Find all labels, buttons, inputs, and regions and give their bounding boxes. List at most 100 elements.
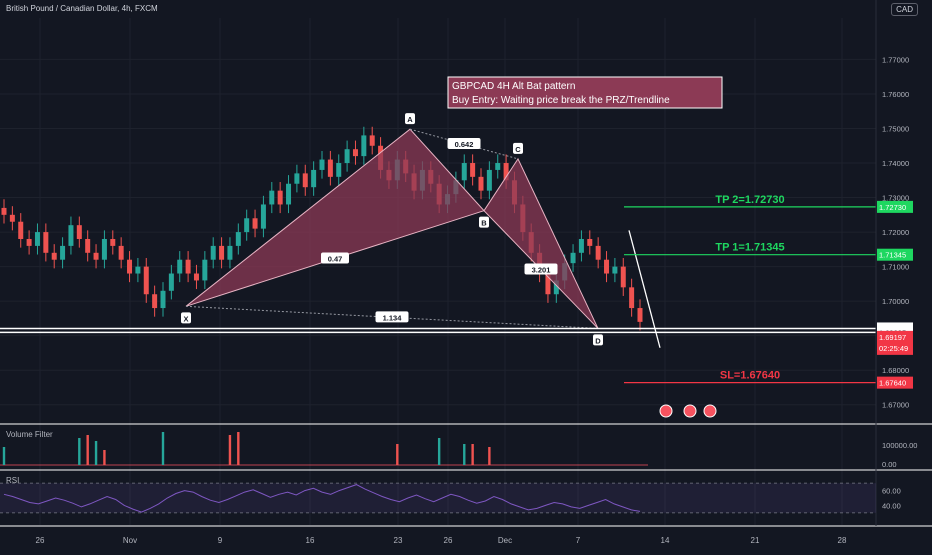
candle xyxy=(152,285,158,317)
candle xyxy=(244,209,250,241)
candle xyxy=(595,237,601,269)
ratio-label-box xyxy=(447,138,481,150)
y-tick-label: 1.74000 xyxy=(882,159,909,168)
candle-body xyxy=(604,259,610,274)
level-label: TP 1=1.71345 xyxy=(715,242,784,254)
candle xyxy=(143,257,149,303)
x-tick-label: Nov xyxy=(123,536,137,545)
candle-body xyxy=(26,238,32,246)
candle xyxy=(369,126,375,155)
candle-body xyxy=(327,159,333,177)
candle-body xyxy=(352,149,358,157)
volume-tick-label: 0.00 xyxy=(882,460,897,469)
event-icon xyxy=(659,404,673,418)
y-tick-label: 1.71000 xyxy=(882,263,909,272)
candle-body xyxy=(93,252,99,260)
candle xyxy=(93,244,99,269)
candle xyxy=(294,164,300,193)
volume-bar xyxy=(488,447,491,465)
candle-body xyxy=(118,245,124,260)
candle xyxy=(110,230,116,255)
pattern-point-box xyxy=(593,334,603,346)
candle xyxy=(160,282,166,317)
candle-body xyxy=(461,163,467,181)
candle-body xyxy=(34,232,40,246)
candle-body xyxy=(177,259,183,274)
candle xyxy=(302,164,308,196)
pattern-triangle-xab xyxy=(185,128,485,307)
candle xyxy=(18,213,24,248)
event-icon xyxy=(683,404,697,418)
symbol-title[interactable]: British Pound / Canadian Dollar, 4h, FXC… xyxy=(6,4,158,13)
candle xyxy=(68,216,74,255)
price-tag-text: 1.72730 xyxy=(879,203,906,212)
candle-body xyxy=(620,266,626,288)
candle-body xyxy=(152,294,158,309)
candle xyxy=(578,230,584,262)
candle-body xyxy=(76,225,82,239)
candle-body xyxy=(277,190,283,205)
x-tick-label: 23 xyxy=(394,536,403,545)
candle-body xyxy=(252,218,258,229)
candle xyxy=(478,168,484,200)
candle-body xyxy=(587,238,593,246)
volume-tick-label: 100000.00 xyxy=(882,441,917,450)
candle-body xyxy=(495,163,501,170)
candle-body xyxy=(9,214,15,222)
y-tick-label: 1.77000 xyxy=(882,55,909,64)
candle xyxy=(620,257,626,296)
level-label: SL=1.67640 xyxy=(720,370,780,382)
pattern-point-box xyxy=(513,142,523,154)
candle xyxy=(352,140,358,165)
candle-body xyxy=(219,245,225,260)
x-tick-label: 26 xyxy=(36,536,45,545)
y-tick-label: 1.75000 xyxy=(882,124,909,133)
pattern-point-label: C xyxy=(515,145,521,154)
candle-body xyxy=(202,259,208,281)
rsi-label[interactable]: RSI xyxy=(6,476,20,485)
candle-body xyxy=(43,232,49,253)
candle xyxy=(210,237,216,269)
candle-body xyxy=(244,218,250,233)
candle-body xyxy=(51,252,57,260)
candle-body xyxy=(235,232,241,246)
candle xyxy=(470,154,476,186)
volume-bar xyxy=(471,444,474,465)
candle xyxy=(85,230,91,262)
ratio-line-xd xyxy=(185,305,599,329)
candle-body xyxy=(68,225,74,246)
volume-bar xyxy=(463,444,466,465)
candle xyxy=(260,195,266,238)
candle xyxy=(336,154,342,186)
ratio-label: 1.134 xyxy=(383,313,403,322)
candle-body xyxy=(612,266,618,274)
candle xyxy=(612,257,618,283)
annotation-box xyxy=(447,76,723,109)
pattern-point-label: B xyxy=(481,219,487,228)
candle xyxy=(604,251,610,283)
candle xyxy=(311,161,317,196)
candle xyxy=(43,223,49,262)
ratio-label-box xyxy=(524,263,558,275)
y-tick-label: 1.76000 xyxy=(882,90,909,99)
price-tag-text: 1.67640 xyxy=(879,379,906,388)
candle-body xyxy=(570,252,576,264)
candle xyxy=(327,150,333,186)
rsi-tick-label: 60.00 xyxy=(882,487,901,496)
candle-body xyxy=(260,204,266,229)
candle-body xyxy=(185,259,191,274)
volume-filter-label[interactable]: Volume Filter xyxy=(6,430,53,439)
ratio-label-box xyxy=(375,311,409,323)
y-tick-label: 1.72000 xyxy=(882,228,909,237)
candle xyxy=(361,126,367,165)
annotation-line1: GBPCAD 4H Alt Bat pattern xyxy=(452,81,575,92)
candle-body xyxy=(503,163,509,181)
x-tick-label: 28 xyxy=(838,536,847,545)
ratio-label: 0.47 xyxy=(328,255,343,264)
price-tag-text: 1.71345 xyxy=(879,251,906,260)
currency-badge[interactable]: CAD xyxy=(891,3,918,16)
candle-body xyxy=(344,149,350,164)
ratio-label: 3.201 xyxy=(532,266,551,275)
